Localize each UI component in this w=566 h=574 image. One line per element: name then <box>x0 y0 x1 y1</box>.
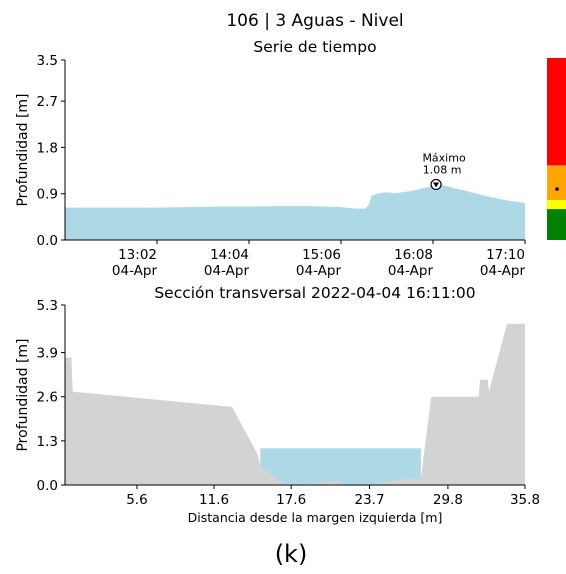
chart-1-x-tick-date: 04-Apr <box>112 263 158 279</box>
chart-1-x-tick-time: 15:06 <box>302 247 341 263</box>
chart-1-x-tick-time: 17:10 <box>486 247 525 263</box>
chart-1-x-tick-date: 04-Apr <box>480 263 526 279</box>
chart-2-y-tick-label: 5.3 <box>37 298 58 314</box>
max-marker-triangle-icon <box>433 182 440 188</box>
chart-1-x-tick-time: 13:02 <box>118 247 157 263</box>
chart-2-water-area <box>260 448 421 485</box>
chart-1-y-tick-label: 0.9 <box>37 187 58 203</box>
chart-2-x-tick-label: 17.6 <box>276 492 306 508</box>
chart-1-plot: 0.00.91.82.73.5 13:0204-Apr14:0404-Apr15… <box>37 53 526 279</box>
chart-1-annotation-max-value: 1.08 m <box>423 163 462 176</box>
chart-1-x-tick-time: 14:04 <box>210 247 249 263</box>
chart-2-plot: 0.0 1.3 2.6 3.9 5.3 5.6 11.6 17.6 23.7 29.8 35.8 <box>37 298 541 508</box>
chart-2-y-tick-label: 2.6 <box>37 390 58 406</box>
chart-2-x-tick-label: 5.6 <box>126 492 147 508</box>
chart-1-axes <box>64 60 525 241</box>
chart-1-y-tick-label: 2.7 <box>37 94 58 110</box>
chart-2-x-tick-label: 11.6 <box>199 492 229 508</box>
chart-2-x-tick-label: 23.7 <box>354 492 384 508</box>
chart-1-x-tick-date: 04-Apr <box>388 263 434 279</box>
chart-2-y-tick-label: 3.9 <box>37 346 58 362</box>
chart-1-x-ticks: 13:0204-Apr14:0404-Apr15:0604-Apr16:0804… <box>112 240 526 279</box>
chart-1-annotation-max-label: Máximo <box>422 151 466 164</box>
chart-2-y-tick-label: 0.0 <box>37 478 58 494</box>
chart-1-max-marker <box>430 178 442 191</box>
chart-1-series-fill <box>65 184 525 240</box>
chart-2-x-ticks: 5.6 11.6 17.6 23.7 29.8 35.8 <box>126 485 540 508</box>
chart-1-y-ticks: 0.0 0.9 1.8 2.7 3.5 <box>37 53 65 249</box>
chart-2-bed-profile <box>65 323 525 485</box>
alert-level-dot <box>555 187 559 191</box>
chart-1-x-tick-time: 16:08 <box>394 247 433 263</box>
chart-1-title: 106 | 3 Aguas - Nivel <box>226 11 403 31</box>
chart-2-title: Sección transversal 2022-04-04 16:11:00 <box>154 284 475 302</box>
chart-1-y-axis-label: Profundidad [m] <box>15 93 31 206</box>
chart-2-y-tick-label: 1.3 <box>37 434 58 450</box>
alert-level-segment <box>547 209 566 240</box>
alert-level-segment <box>547 199 566 210</box>
chart-2-x-tick-label: 35.8 <box>510 492 540 508</box>
chart-2-y-ticks: 0.0 1.3 2.6 3.9 5.3 <box>37 298 65 494</box>
chart-2-x-tick-label: 29.8 <box>433 492 463 508</box>
chart-1-subtitle: Serie de tiempo <box>253 38 376 56</box>
chart-1-x-tick-date: 04-Apr <box>296 263 342 279</box>
chart-2-y-axis-label: Profundidad [m] <box>15 338 31 451</box>
chart-1-y-tick-label: 1.8 <box>37 140 58 156</box>
alert-level-segment <box>547 58 566 166</box>
figure-caption: (k) <box>275 540 308 568</box>
alert-level-segment <box>547 165 566 200</box>
chart-2-x-axis-label: Distancia desde la margen izquierda [m] <box>188 510 443 525</box>
chart-1-y-tick-label: 3.5 <box>37 53 58 69</box>
chart-2-bed-fill <box>65 323 525 485</box>
chart-1-series-area <box>65 184 525 240</box>
chart-1-x-tick-date: 04-Apr <box>204 263 250 279</box>
chart-2-water-fill <box>260 448 421 485</box>
alert-level-bar <box>547 58 566 240</box>
chart-1-y-tick-label: 0.0 <box>37 233 58 249</box>
